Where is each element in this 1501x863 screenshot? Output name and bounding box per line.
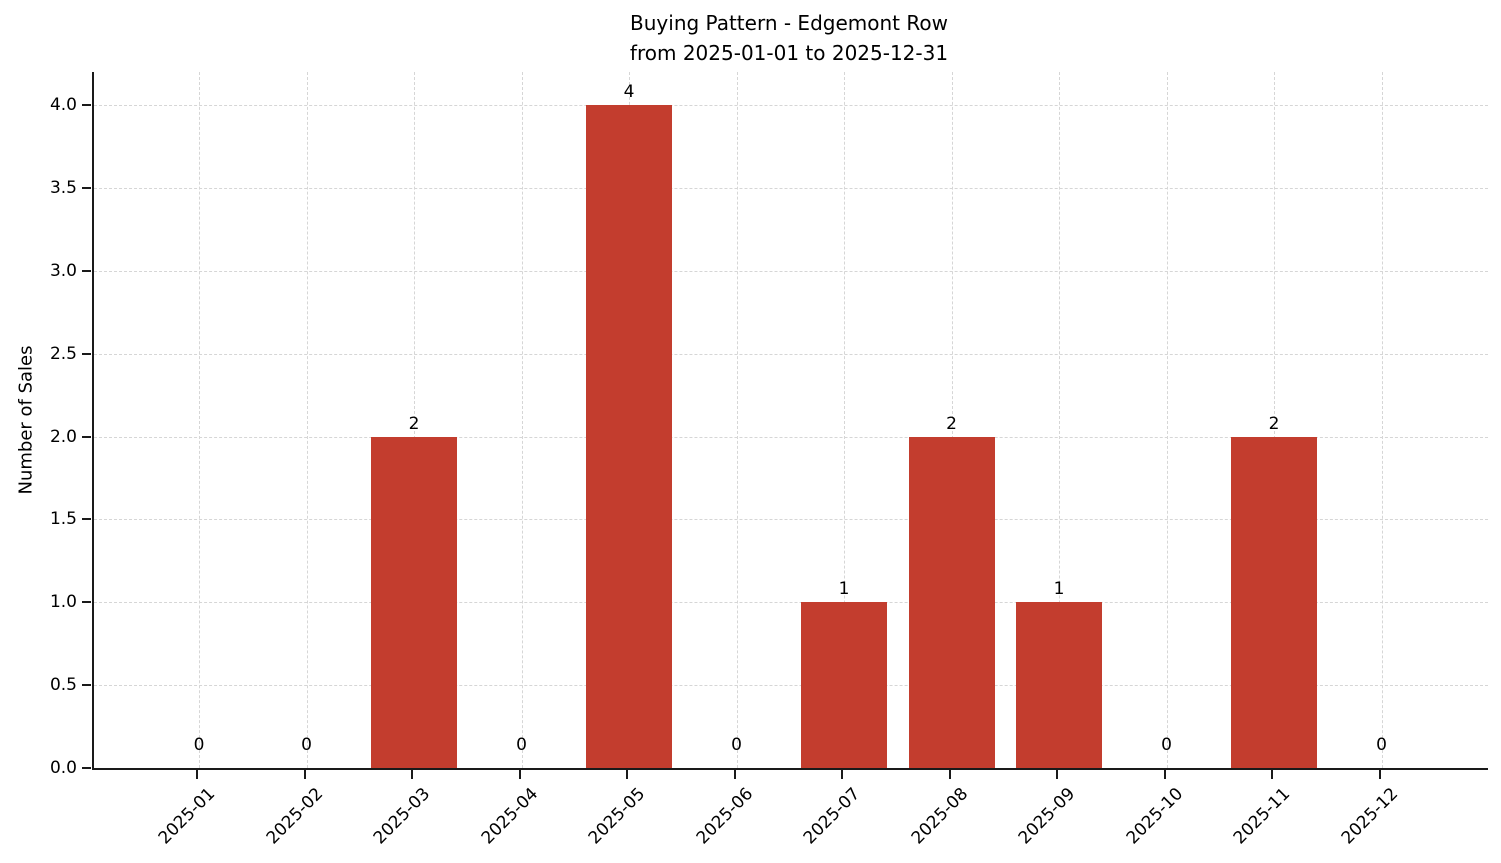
y-tick-label: 1.0 bbox=[49, 592, 77, 613]
gridline-vertical bbox=[1166, 72, 1168, 768]
x-tick-mark bbox=[303, 770, 306, 779]
x-tick-mark bbox=[411, 770, 413, 779]
gridline-vertical bbox=[521, 72, 523, 768]
x-tick-mark bbox=[518, 770, 521, 779]
y-tick-label: 2.5 bbox=[49, 343, 77, 364]
y-axis-label-text: Number of Sales bbox=[15, 345, 37, 495]
gridline-horizontal bbox=[94, 188, 1488, 189]
x-tick-mark bbox=[626, 770, 628, 779]
x-tick-label-2025-07: 2025-07 bbox=[799, 784, 865, 849]
x-tick-mark bbox=[1163, 770, 1166, 779]
y-tick-mark bbox=[82, 352, 91, 355]
bar-value-label-2025-10: 0 bbox=[1161, 735, 1172, 755]
gridline-horizontal bbox=[94, 270, 1488, 272]
bar-value-label-2025-05: 4 bbox=[623, 82, 635, 103]
x-tick-mark bbox=[733, 770, 736, 779]
gridline-vertical bbox=[1381, 72, 1383, 768]
y-tick-label: 3.5 bbox=[49, 178, 77, 198]
gridline-horizontal bbox=[94, 436, 1488, 438]
gridline-horizontal bbox=[94, 105, 1488, 107]
gridline-vertical bbox=[199, 72, 200, 768]
y-tick-mark bbox=[82, 601, 91, 604]
x-tick-mark bbox=[841, 770, 843, 779]
bar-value-label-2025-07: 1 bbox=[838, 579, 850, 600]
gridline-horizontal bbox=[94, 685, 1488, 687]
x-tick-label-2025-08: 2025-08 bbox=[907, 784, 972, 849]
x-tick-label-2025-01: 2025-01 bbox=[154, 784, 220, 849]
bar-value-label-2025-08: 2 bbox=[946, 413, 957, 434]
gridline-vertical bbox=[414, 72, 415, 768]
gridline-vertical bbox=[1274, 72, 1275, 768]
y-tick-label: 2.0 bbox=[49, 426, 77, 447]
bar-value-label-2025-01: 0 bbox=[193, 735, 205, 755]
x-tick-label-2025-02: 2025-02 bbox=[262, 784, 327, 849]
bar-2025-07 bbox=[801, 602, 887, 768]
gridline-horizontal bbox=[94, 353, 1488, 355]
chart-title-line2: from 2025-01-01 to 2025-12-31 bbox=[629, 41, 949, 65]
bar-2025-05 bbox=[586, 105, 672, 768]
y-tick-mark bbox=[82, 435, 91, 438]
gridline-vertical bbox=[1059, 72, 1060, 768]
bar-value-label-2025-04: 0 bbox=[516, 735, 527, 755]
bar-2025-09 bbox=[1016, 602, 1102, 768]
chart-title-line1: Buying Pattern - Edgemont Row bbox=[630, 11, 948, 35]
gridline-vertical bbox=[736, 72, 738, 768]
bar-value-label-2025-02: 0 bbox=[301, 735, 312, 755]
x-tick-label-2025-06: 2025-06 bbox=[692, 784, 757, 849]
y-tick-mark bbox=[82, 104, 91, 107]
y-tick-mark bbox=[82, 187, 91, 189]
y-tick-mark bbox=[82, 684, 91, 687]
bar-value-label-2025-09: 1 bbox=[1053, 579, 1065, 600]
x-tick-mark bbox=[948, 770, 951, 779]
gridline-vertical bbox=[844, 72, 845, 768]
y-tick-label: 0.0 bbox=[49, 758, 77, 778]
chart-title: Buying Pattern - Edgemont Row from 2025-… bbox=[92, 8, 1486, 68]
y-tick-label: 1.5 bbox=[49, 509, 77, 530]
y-tick-label: 0.5 bbox=[49, 675, 77, 696]
y-tick-label: 3.0 bbox=[49, 260, 77, 281]
y-tick-mark bbox=[82, 518, 91, 521]
bar-2025-11 bbox=[1231, 436, 1317, 768]
gridline-horizontal bbox=[94, 519, 1488, 521]
bar-value-label-2025-12: 0 bbox=[1376, 735, 1387, 755]
x-tick-label-2025-09: 2025-09 bbox=[1014, 784, 1080, 849]
y-tick-mark bbox=[82, 269, 91, 272]
x-tick-label-2025-12: 2025-12 bbox=[1337, 784, 1402, 849]
gridline-horizontal bbox=[94, 602, 1488, 604]
y-tick-label: 4.0 bbox=[49, 95, 77, 116]
y-tick-mark bbox=[82, 767, 91, 769]
bar-value-label-2025-03: 2 bbox=[408, 413, 420, 434]
x-tick-mark bbox=[1056, 770, 1058, 779]
x-tick-label-2025-04: 2025-04 bbox=[477, 784, 542, 849]
x-tick-label-2025-03: 2025-03 bbox=[369, 784, 435, 849]
bar-2025-08 bbox=[908, 436, 995, 768]
x-tick-mark bbox=[1271, 770, 1273, 779]
bar-value-label-2025-11: 2 bbox=[1268, 413, 1280, 434]
bar-2025-03 bbox=[371, 436, 457, 768]
bar-value-label-2025-06: 0 bbox=[731, 735, 742, 755]
x-tick-label-2025-10: 2025-10 bbox=[1122, 784, 1187, 849]
gridline-vertical bbox=[306, 72, 308, 768]
x-tick-label-2025-11: 2025-11 bbox=[1229, 784, 1295, 849]
gridline-vertical bbox=[951, 72, 953, 768]
x-tick-mark bbox=[196, 770, 198, 779]
x-tick-mark bbox=[1378, 770, 1381, 779]
x-tick-label-2025-05: 2025-05 bbox=[584, 784, 650, 849]
plot-area: 0 0 2 0 4 0 1 2 1 0 2 0 bbox=[92, 72, 1488, 770]
